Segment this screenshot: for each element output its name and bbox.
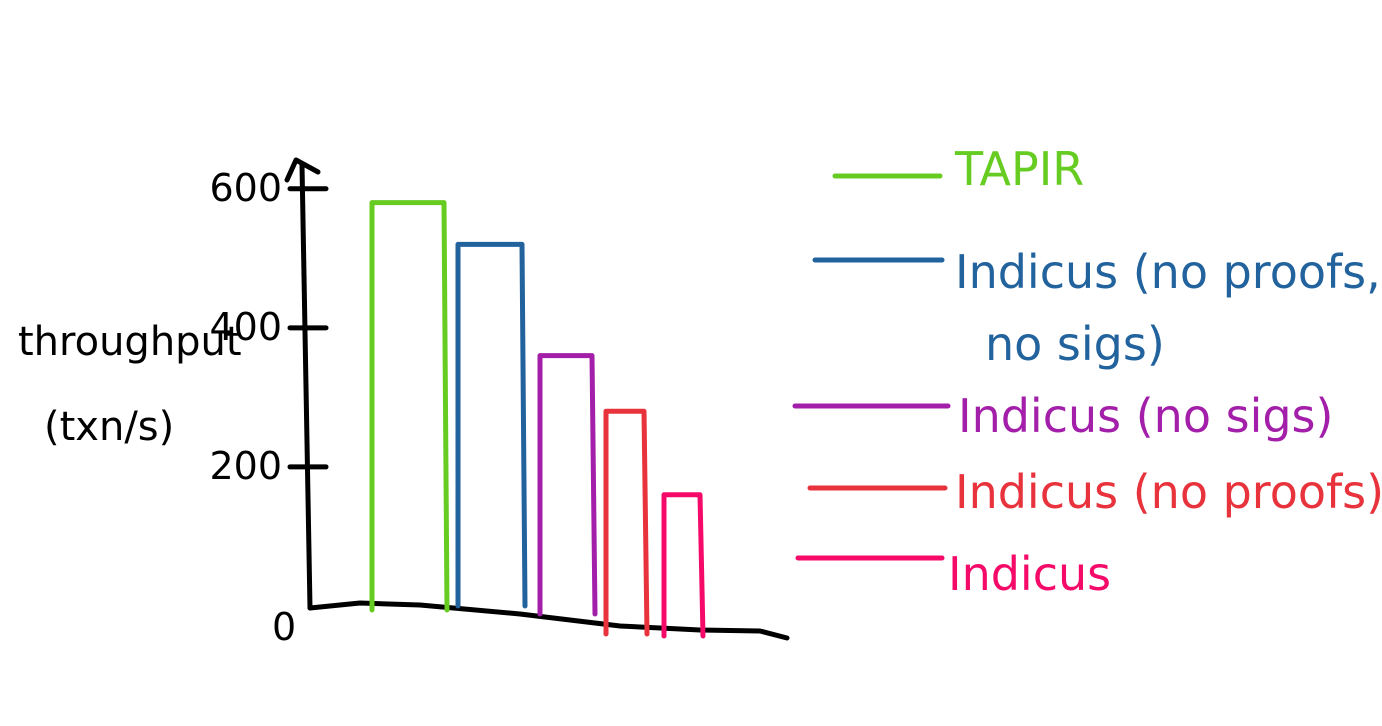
y-tick-label: 400 (209, 305, 282, 349)
bar (537, 353, 598, 617)
bar (455, 241, 528, 609)
legend: TAPIR Indicus (no proofs, no sigs) Indicus … (792, 142, 1382, 601)
y-axis-arrowhead (284, 157, 321, 183)
bar (603, 408, 650, 637)
legend-label: Indicus (948, 547, 1111, 601)
y-tick-label: 200 (209, 444, 282, 488)
legend-label: Indicus (no proofs) (955, 465, 1382, 519)
bar (369, 200, 450, 613)
bar (661, 492, 706, 639)
legend-label: Indicus (no proofs, (955, 245, 1381, 299)
origin-label: 0 (272, 605, 296, 649)
legend-label: no sigs) (985, 317, 1165, 371)
legend-label: Indicus (no sigs) (958, 389, 1333, 443)
y-ticks: 200 400 600 (209, 166, 329, 488)
y-axis-label-line1: throughput (18, 319, 242, 365)
bars (369, 200, 706, 639)
x-axis (307, 600, 790, 641)
y-tick-label: 600 (209, 166, 282, 210)
y-axis (299, 162, 313, 611)
legend-label: TAPIR (954, 142, 1084, 196)
y-axis-label-line2: (txn/s) (44, 404, 174, 450)
